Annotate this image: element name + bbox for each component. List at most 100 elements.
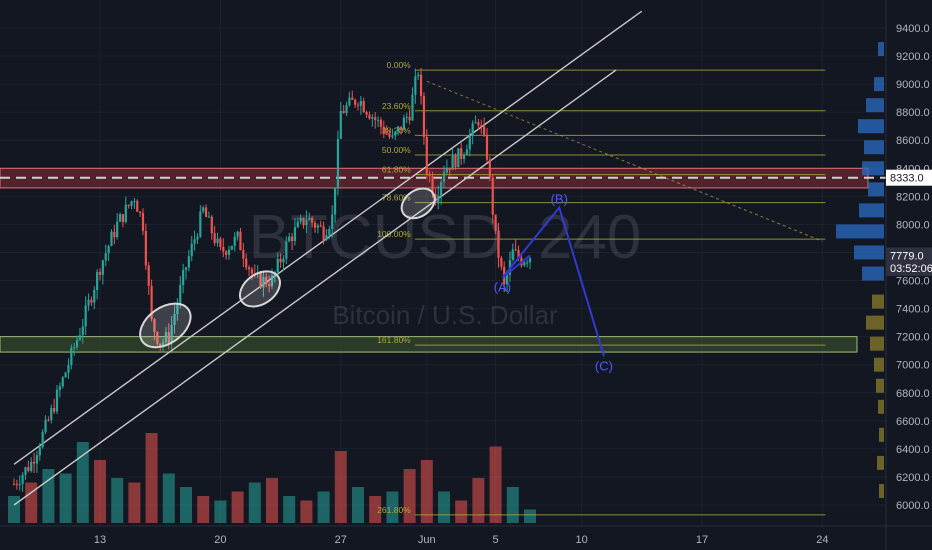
- candle-body: [58, 386, 61, 390]
- price-tags: 8333.0 7779.003:52:06: [886, 169, 932, 276]
- volume-profile-bar: [836, 224, 884, 239]
- candle-body: [305, 219, 308, 226]
- price-tick-label: 7400.0: [896, 304, 930, 316]
- candle-body: [216, 238, 219, 243]
- candle-body: [61, 377, 64, 387]
- volume-bar: [506, 487, 519, 523]
- candle-body: [179, 285, 182, 303]
- volume-bar: [420, 460, 433, 523]
- candle-body: [477, 122, 480, 126]
- candle-body: [73, 347, 76, 349]
- candle-body: [90, 299, 93, 303]
- fib-level-label: 100.00%: [377, 229, 411, 239]
- volume-bar: [300, 500, 313, 523]
- fib-level-label: 61.80%: [382, 165, 411, 175]
- candle-body: [419, 74, 423, 96]
- candle-body: [448, 167, 451, 170]
- candle-body: [414, 76, 417, 95]
- candle-body: [156, 331, 159, 344]
- price-axis[interactable]: 6000.0 6200.0 6400.0 6600.0 6800.0 7000.0 7200…: [896, 23, 930, 512]
- candle-body: [67, 365, 70, 373]
- volume-profile-bar: [879, 483, 884, 498]
- candle-body: [222, 246, 225, 252]
- volume-profile-bar: [858, 119, 884, 134]
- candle-body: [247, 267, 251, 270]
- volume-profile-bar: [868, 182, 884, 197]
- candle-body: [196, 236, 199, 240]
- candle-body: [279, 258, 282, 263]
- volume-bar: [180, 487, 192, 523]
- candle-body: [133, 200, 136, 202]
- volume-bar: [266, 478, 278, 523]
- channel-upper: [13, 10, 643, 465]
- volume-profile-bar: [870, 336, 884, 351]
- candle-body: [345, 105, 348, 114]
- wave-label: (C): [595, 358, 613, 373]
- time-tick-label: 13: [94, 534, 106, 546]
- price-tag-bg: [886, 247, 932, 264]
- price-tick-label: 6600.0: [896, 416, 930, 428]
- candle-body: [359, 101, 362, 106]
- candle-body: [351, 97, 354, 100]
- watermark: BTCUSD, 240 Bitcoin / U.S. Dollar: [249, 203, 642, 330]
- candle-body: [202, 207, 205, 212]
- volume-bar: [438, 491, 450, 523]
- candle-body: [144, 230, 147, 266]
- candle-body: [242, 250, 245, 259]
- volume-profile-bar: [864, 140, 884, 155]
- candle-body: [176, 302, 179, 314]
- candle-body: [445, 167, 448, 173]
- volume-bar: [472, 478, 485, 523]
- candle-body: [124, 204, 127, 223]
- time-tick-label: 17: [696, 534, 708, 546]
- volume-profile-bar: [878, 42, 884, 57]
- candle-body: [500, 257, 503, 267]
- volume-bar: [334, 451, 347, 523]
- candle-body: [139, 211, 142, 213]
- watermark-name: Bitcoin / U.S. Dollar: [332, 300, 558, 330]
- candle-body: [84, 305, 87, 327]
- volume-bar: [59, 473, 72, 523]
- volume-bar: [403, 469, 416, 523]
- candle-body: [225, 251, 228, 255]
- price-tick-label: 9000.0: [896, 79, 930, 91]
- candle-body: [371, 117, 374, 119]
- candle-body: [313, 222, 317, 228]
- candle-body: [431, 176, 434, 194]
- candle-body: [18, 484, 21, 486]
- candle-body: [113, 231, 116, 238]
- candle-body: [285, 241, 288, 259]
- candle-body: [55, 389, 59, 412]
- volume-bar: [283, 496, 296, 523]
- candle-body: [96, 271, 99, 291]
- price-tag-label: 03:52:06: [890, 263, 932, 275]
- price-tick-label: 8800.0: [896, 107, 930, 119]
- candle-body: [107, 245, 110, 254]
- candle-body: [362, 101, 365, 113]
- candle-body: [485, 134, 489, 160]
- candle-body: [290, 236, 294, 241]
- candle-body: [417, 74, 420, 77]
- candle-body: [282, 258, 285, 263]
- fibonacci-levels: 0.00% 23.60% 38.20% 50.00% 61.80% 78.60% 100.0…: [377, 60, 826, 516]
- wave-label: (A): [494, 280, 511, 295]
- candle-body: [374, 117, 377, 120]
- candle-body: [50, 408, 53, 421]
- price-tick-label: 8200.0: [896, 191, 930, 203]
- candle-body: [136, 200, 139, 212]
- candle-body: [78, 335, 82, 340]
- volume-bar: [111, 478, 124, 523]
- candle-body: [405, 116, 408, 118]
- price-tick-label: 6200.0: [896, 472, 930, 484]
- volume-bar: [352, 487, 364, 523]
- candle-body: [207, 216, 211, 218]
- candle-body: [236, 231, 239, 237]
- highlight-ellipse: [238, 270, 281, 308]
- candle-body: [161, 342, 165, 347]
- candle-body: [422, 95, 426, 138]
- fib-level-label: 78.60%: [382, 193, 411, 203]
- candle-body: [494, 214, 497, 231]
- candle-body: [322, 226, 325, 240]
- time-axis[interactable]: 13 20 27 Jun 5 10 17 24: [94, 534, 829, 546]
